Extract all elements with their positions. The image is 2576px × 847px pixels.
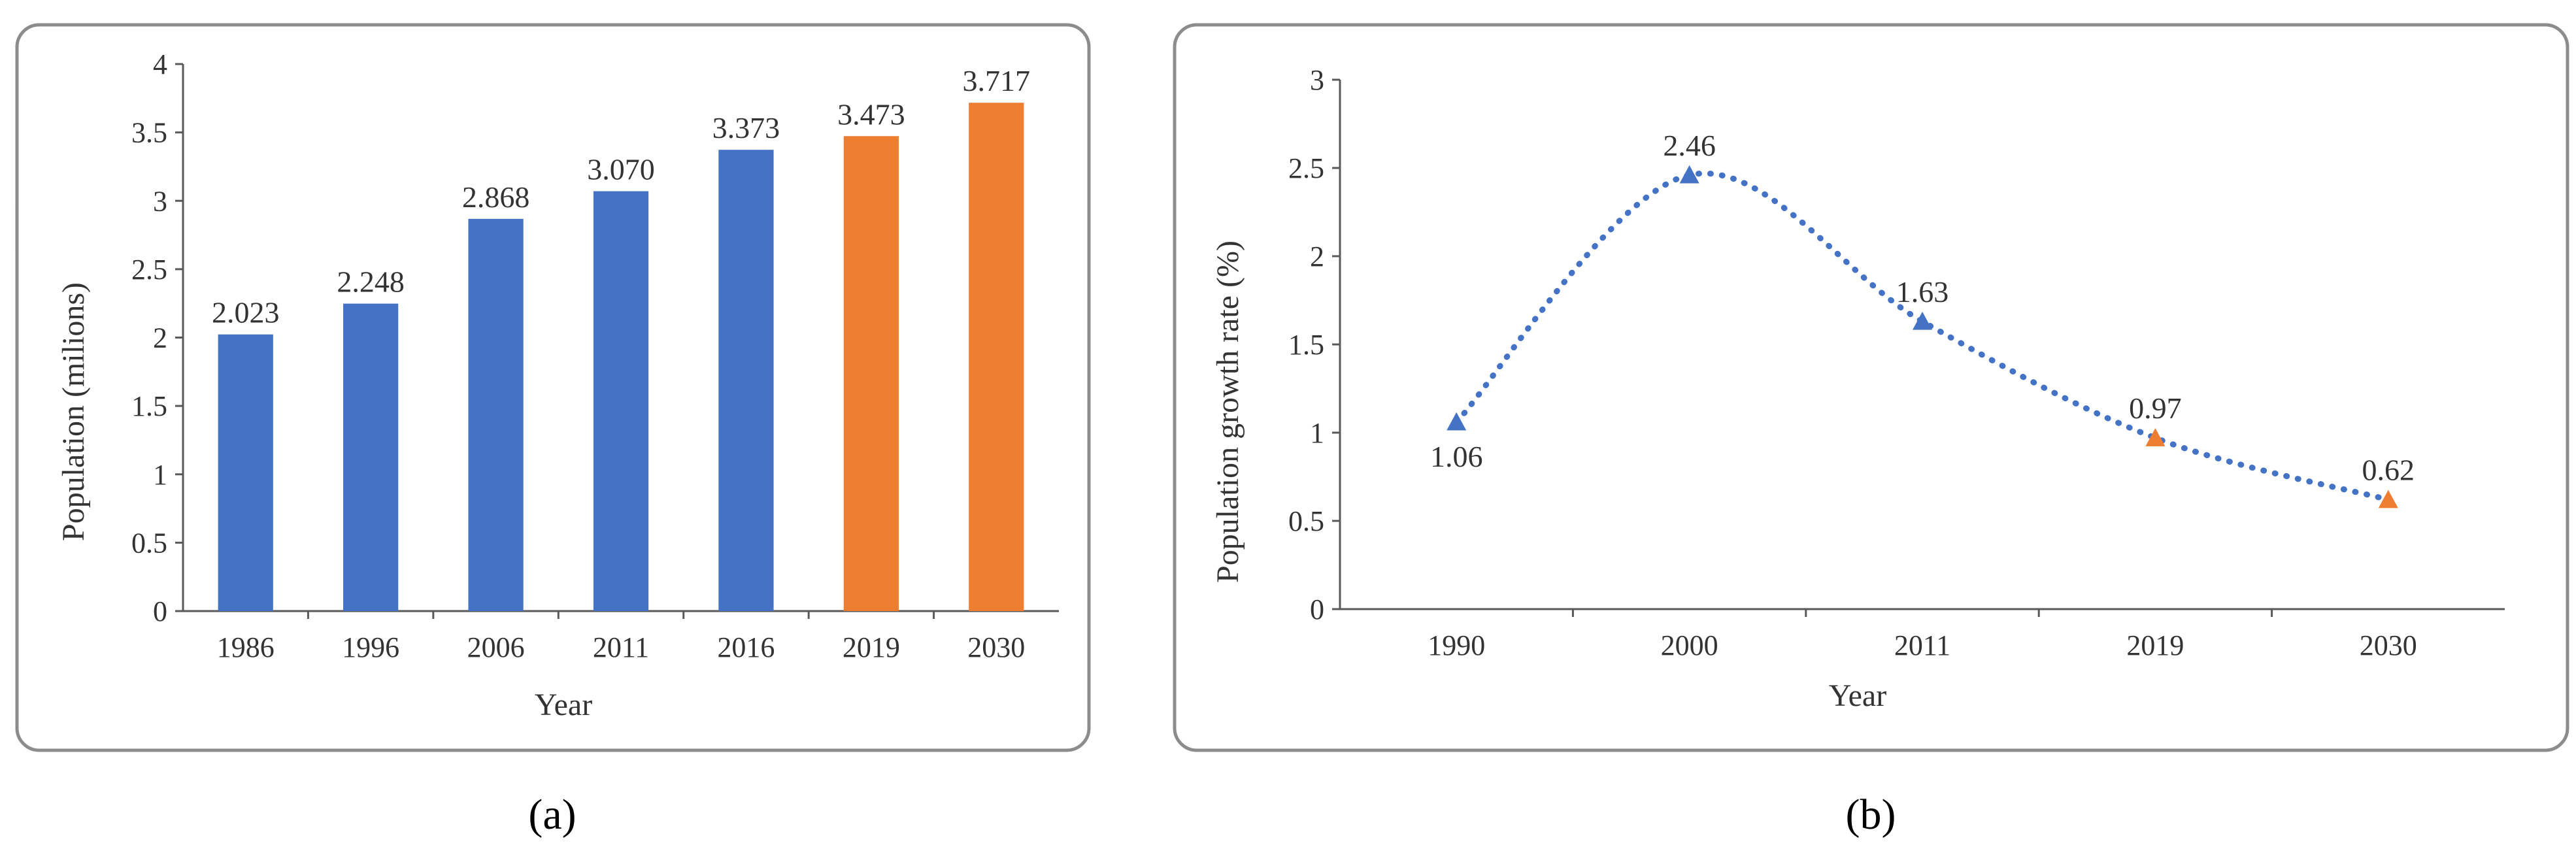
panel-a-x-tick-label: 2030 xyxy=(967,631,1025,663)
panel-b-triangle-marker xyxy=(2378,490,2398,508)
panel-b-triangle-marker xyxy=(1679,165,1699,184)
panel-a-y-tick-label: 1.5 xyxy=(131,390,167,422)
panel-b-triangle-marker xyxy=(1447,412,1467,431)
panel-a-y-tick-label: 0.5 xyxy=(131,527,167,559)
panel-a-x-tick-label: 1986 xyxy=(217,631,275,663)
panel-b-y-tick-label: 1.5 xyxy=(1288,329,1324,361)
panel-a-y-axis-title: Population (milions) xyxy=(56,282,91,541)
panel-a-y-tick-label: 1 xyxy=(153,459,167,491)
panel-b-caption: (b) xyxy=(1846,791,1896,839)
panel-b-x-tick-label: 2030 xyxy=(2360,629,2417,661)
panel-b-y-tick-label: 2.5 xyxy=(1288,152,1324,184)
panel-a-bar-value-label: 3.373 xyxy=(712,111,780,144)
panel-a-bar-value-label: 3.070 xyxy=(587,153,655,186)
panel-a-y-tick-label: 3.5 xyxy=(131,117,167,149)
panel-b-point-value-label: 0.97 xyxy=(2129,391,2182,425)
panel-b-point-value-label: 0.62 xyxy=(2362,454,2415,487)
panel-a-bar-value-label: 2.023 xyxy=(212,296,280,329)
panel-a-bar xyxy=(969,103,1024,611)
panel-b-x-tick-label: 2019 xyxy=(2126,629,2184,661)
panel-a-bar-value-label: 2.248 xyxy=(337,265,405,299)
panel-b-line-chart: 0 0.5 1 1.5 2 2.5 3 1990 2000 2011 2019 2030 1.06 2.… xyxy=(1173,23,2569,752)
panel-a-bar xyxy=(468,218,524,612)
panel-a-bar-value-label: 3.473 xyxy=(837,97,905,131)
panel-b-y-tick-label: 1 xyxy=(1310,417,1324,449)
panel-b-markers xyxy=(1447,165,2398,508)
panel-b-point-value-label: 1.63 xyxy=(1896,275,1949,308)
panel-b-point-value-label: 1.06 xyxy=(1430,440,1483,473)
panel-b-x-axis-title: Year xyxy=(1829,678,1886,713)
panel-a-bar xyxy=(343,303,399,611)
panel-a-x-tick-label: 2011 xyxy=(593,631,649,663)
panel-b-y-tick-label: 0.5 xyxy=(1288,505,1324,537)
panel-a-bar xyxy=(593,191,649,611)
panel-a-y-tick-label: 2.5 xyxy=(131,254,167,286)
panel-a-bar-chart: 0 0.5 1 1.5 2 2.5 3 3.5 4 1986 1996 2006 2011 2016 201… xyxy=(15,23,1091,752)
panel-a-y-tick-label: 3 xyxy=(153,185,167,217)
panel-b-frame xyxy=(1173,23,2569,752)
panel-a-x-axis-title: Year xyxy=(535,688,592,722)
panel-b-y-tick-label: 0 xyxy=(1310,593,1324,625)
panel-a-bar-value-label: 3.717 xyxy=(963,64,1031,97)
panel-a-caption: (a) xyxy=(528,791,576,839)
panel-b-y-axis-title: Population growth rate (%) xyxy=(1211,241,1245,583)
panel-a-bar xyxy=(843,136,899,611)
panel-b-point-value-label: 2.46 xyxy=(1663,129,1716,162)
panel-a-x-tick-label: 1996 xyxy=(342,631,399,663)
panel-a-bar-value-label: 2.868 xyxy=(462,180,530,214)
panel-a-x-tick-label: 2016 xyxy=(717,631,775,663)
panel-b-triangle-marker xyxy=(2145,428,2166,446)
panel-b-y-tick-label: 3 xyxy=(1310,64,1324,96)
panel-b-x-tick-label: 2000 xyxy=(1661,629,1718,661)
panel-a-y-tick-label: 4 xyxy=(153,48,167,80)
panel-a-bar xyxy=(718,150,774,611)
panel-a-axes: 0 0.5 1 1.5 2 2.5 3 3.5 4 1986 1996 2006 2011 2016 201… xyxy=(131,48,1059,663)
panel-b-y-tick-label: 2 xyxy=(1310,241,1324,273)
panel-b-x-tick-label: 1990 xyxy=(1428,629,1485,661)
panel-a-frame xyxy=(15,23,1091,752)
panel-a-bar xyxy=(218,334,273,611)
panel-b-triangle-marker xyxy=(1913,311,1932,330)
panel-b-series-line xyxy=(1453,171,2392,503)
panel-a-y-tick-label: 2 xyxy=(153,322,167,354)
panel-b-axes: 0 0.5 1 1.5 2 2.5 3 1990 2000 2011 2019 2030 xyxy=(1288,64,2505,661)
panel-b-data-labels: 1.06 2.46 1.63 0.97 0.62 xyxy=(1430,129,2415,487)
panel-a-bars xyxy=(218,103,1024,612)
panel-a-x-tick-label: 2019 xyxy=(843,631,900,663)
panel-b-x-tick-label: 2011 xyxy=(1894,629,1950,661)
panel-a-data-labels: 2.023 2.248 2.868 3.070 3.373 3.473 3.717 xyxy=(212,64,1030,329)
panel-a-x-tick-label: 2006 xyxy=(467,631,525,663)
panel-a-y-tick-label: 0 xyxy=(153,595,167,627)
